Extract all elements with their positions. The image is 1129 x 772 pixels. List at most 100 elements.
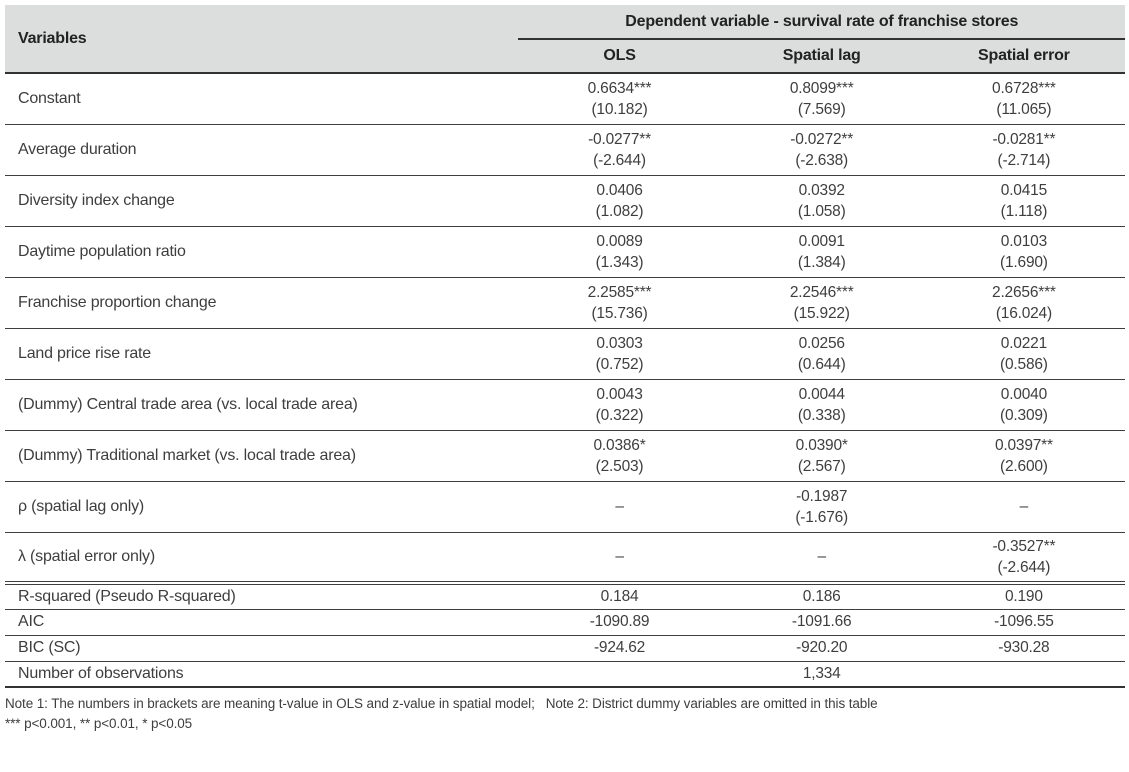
z-value: (15.922) <box>793 304 850 322</box>
coefficient-value: 2.2585*** <box>587 283 652 301</box>
cell-spatial-error: -0.3527** (-2.644) <box>922 532 1125 585</box>
column-header-ols: OLS <box>518 39 721 74</box>
coefficient-value: 2.2656*** <box>992 283 1056 301</box>
table-row-daytime-population-ratio: Daytime population ratio 0.0089 (1.343) … <box>5 226 1125 278</box>
table-row-rho-spatial-lag: ρ (spatial lag only) – -0.1987 (-1.676) … <box>5 481 1125 533</box>
row-variable-label: Franchise proportion change <box>5 277 519 329</box>
t-value: (1.082) <box>595 202 644 220</box>
table-row-dummy-central-trade-area: (Dummy) Central trade area (vs. local tr… <box>5 379 1125 431</box>
z-value: (-1.676) <box>795 508 849 526</box>
coefficient-value: -0.0277** <box>588 130 651 148</box>
summary-label: R-squared (Pseudo R-squared) <box>5 583 519 610</box>
cell-ols: 2.2585*** (15.736) <box>518 277 721 329</box>
coefficient-value: -0.0272** <box>790 130 854 148</box>
header-row-top: Variables Dependent variable - survival … <box>5 5 1125 74</box>
row-variable-label: λ (spatial error only) <box>5 532 519 585</box>
observations-label: Number of observations <box>5 661 519 688</box>
t-value: (10.182) <box>591 100 648 118</box>
table-row-constant: Constant 0.6634*** (10.182) 0.8099*** (7… <box>5 73 1125 125</box>
cell-ols: – <box>518 481 721 533</box>
coefficient-value: 0.0392 <box>798 181 845 199</box>
summary-value-ols: -1090.89 <box>518 609 721 636</box>
coefficient-value: 2.2546*** <box>789 283 854 301</box>
summary-value-spatial-error: -1096.55 <box>922 609 1125 636</box>
cell-spatial-error: – <box>922 481 1125 533</box>
cell-spatial-lag: -0.1987 (-1.676) <box>720 481 923 533</box>
row-variable-label: Daytime population ratio <box>5 226 519 278</box>
row-variable-label: Average duration <box>5 124 519 176</box>
summary-value-spatial-lag: 0.186 <box>720 583 923 610</box>
coefficient-value: 0.0406 <box>596 181 643 199</box>
cell-ols: 0.0386* (2.503) <box>518 430 721 482</box>
coefficient-value: 0.6634*** <box>587 79 652 97</box>
table-row-diversity-index-change: Diversity index change 0.0406 (1.082) 0.… <box>5 175 1125 227</box>
summary-value-spatial-error: -930.28 <box>922 635 1125 662</box>
z-value: (2.567) <box>797 457 846 475</box>
coefficient-value: 0.0221 <box>1000 334 1047 352</box>
column-header-spatial-lag: Spatial lag <box>720 39 923 74</box>
coefficient-value: -0.0281** <box>992 130 1056 148</box>
cell-ols: 0.0043 (0.322) <box>518 379 721 431</box>
coefficient-value: -0.1987 <box>796 487 848 505</box>
table-row-average-duration: Average duration -0.0277** (-2.644) -0.0… <box>5 124 1125 176</box>
cell-ols: -0.0277** (-2.644) <box>518 124 721 176</box>
table-row-aic: AIC -1090.89 -1091.66 -1096.55 <box>5 609 1125 636</box>
coefficient-value: 0.0044 <box>798 385 845 403</box>
coefficient-value: 0.0256 <box>798 334 845 352</box>
cell-ols: 0.0406 (1.082) <box>518 175 721 227</box>
z-value: (-2.644) <box>997 558 1051 576</box>
coefficient-value: 0.6728*** <box>992 79 1056 97</box>
note-significance-levels: *** p<0.001, ** p<0.01, * p<0.05 <box>5 716 193 731</box>
z-value: (0.309) <box>1000 406 1048 424</box>
cell-spatial-lag: 0.0392 (1.058) <box>720 175 923 227</box>
coefficient-value: 0.0386* <box>593 436 646 454</box>
z-value: (-2.638) <box>795 151 849 169</box>
cell-spatial-error: 2.2656*** (16.024) <box>922 277 1125 329</box>
row-variable-label: Diversity index change <box>5 175 519 227</box>
cell-spatial-lag: 0.0390* (2.567) <box>720 430 923 482</box>
cell-spatial-lag: 0.0091 (1.384) <box>720 226 923 278</box>
coefficient-value: 0.0043 <box>596 385 643 403</box>
cell-spatial-error: 0.0397** (2.600) <box>922 430 1125 482</box>
summary-value-spatial-lag: -920.20 <box>720 635 923 662</box>
variables-column-header: Variables <box>5 5 519 74</box>
cell-spatial-lag: 0.0256 (0.644) <box>720 328 923 380</box>
row-variable-label: (Dummy) Traditional market (vs. local tr… <box>5 430 519 482</box>
z-value: (1.690) <box>1000 253 1048 271</box>
coefficient-value: -0.3527** <box>992 537 1056 555</box>
dependent-variable-header: Dependent variable - survival rate of fr… <box>518 5 1125 40</box>
coefficient-value: 0.0089 <box>596 232 643 250</box>
summary-label: BIC (SC) <box>5 635 519 662</box>
cell-ols: 0.6634*** (10.182) <box>518 73 721 125</box>
cell-spatial-error: 0.0103 (1.690) <box>922 226 1125 278</box>
t-value: (0.752) <box>595 355 644 373</box>
z-value: (0.586) <box>1000 355 1048 373</box>
table-row-land-price-rise-rate: Land price rise rate 0.0303 (0.752) 0.02… <box>5 328 1125 380</box>
z-value: (7.569) <box>797 100 846 118</box>
row-variable-label: Constant <box>5 73 519 125</box>
z-value: (0.338) <box>797 406 846 424</box>
cell-spatial-lag: 2.2546*** (15.922) <box>720 277 923 329</box>
coefficient-value: – <box>615 498 624 515</box>
cell-ols: – <box>518 532 721 585</box>
coefficient-value: 0.0103 <box>1000 232 1047 250</box>
header-row-models: OLS Spatial lag Spatial error <box>5 39 1125 74</box>
cell-spatial-error: 0.0221 (0.586) <box>922 328 1125 380</box>
table-row-observations: Number of observations 1,334 <box>5 661 1125 688</box>
t-value: (1.343) <box>595 253 644 271</box>
coefficient-value: – <box>615 548 624 566</box>
table-header: Variables Dependent variable - survival … <box>5 5 1125 74</box>
table-notes: Note 1: The numbers in brackets are mean… <box>5 688 1125 734</box>
cell-spatial-lag: -0.0272** (-2.638) <box>720 124 923 176</box>
cell-spatial-error: 0.0415 (1.118) <box>922 175 1125 227</box>
coefficient-value: – <box>1019 498 1029 515</box>
z-value: (0.644) <box>797 355 846 373</box>
z-value: (-2.714) <box>997 151 1051 169</box>
cell-spatial-lag: 0.8099*** (7.569) <box>720 73 923 125</box>
coefficient-value: 0.0397** <box>994 436 1053 454</box>
summary-value-spatial-lag: -1091.66 <box>720 609 923 636</box>
t-value: (0.322) <box>595 406 644 424</box>
t-value: (2.503) <box>595 457 644 475</box>
coefficient-value: – <box>817 548 826 566</box>
summary-value-spatial-error: 0.190 <box>922 583 1125 610</box>
